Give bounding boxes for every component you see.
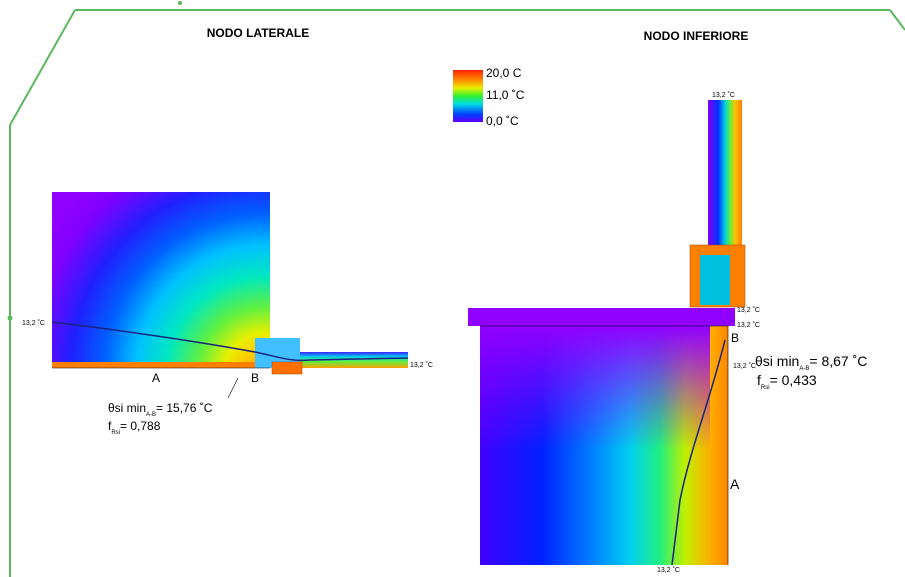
thermal-field [480,326,710,450]
f-sub: Rsi [111,430,120,436]
f-label: fRsi= 0,433 [757,372,817,391]
temperature-label: 13,2 ˚C [737,306,760,314]
temperature-label: 13,2 ˚C [657,566,680,574]
temperature-label: 13,2 ˚C [737,321,760,329]
legend-bar [453,70,483,122]
window-frame [700,255,730,305]
legend-label: 20,0 C [486,66,522,80]
window-frame [272,362,302,374]
f-sub: Rsi [761,385,770,391]
temperature-label: 13,2 ˚C [733,362,756,370]
point-label: B [251,371,259,385]
theta-value: = 15,76 ˚C [156,401,213,415]
thermal-field [52,362,270,368]
f-value: = 0,788 [120,419,161,433]
legend-label: 0,0 ˚C [486,114,519,128]
frame-dot [8,316,13,321]
theta-label: θsi minA-B= 8,67 ˚C [755,353,867,372]
slab [468,308,735,326]
f-value: = 0,433 [770,372,817,388]
thermal-field [52,192,270,368]
theta-label: θsi minA-B= 15,76 ˚C [108,401,213,418]
node-title: NODO INFERIORE [644,29,749,43]
point-label: B [731,331,739,345]
theta-text: θsi min [755,353,799,369]
node-title: NODO LATERALE [207,26,309,40]
frame-dot [178,1,182,5]
point-label: A [152,371,160,385]
theta-value: = 8,67 ˚C [809,353,867,369]
leader [228,378,238,398]
theta-sub: A-B [146,412,156,418]
temperature-label: 13,2 ˚C [410,361,433,369]
point-label: A [730,476,740,492]
legend-label: 11,0 ˚C [486,88,525,102]
theta-text: θsi min [108,401,146,415]
frame-line [890,10,905,30]
page: NODO LATERALE NODO INFERIORE 20,0 C 11,0… [0,0,905,577]
temperature-label: 13,2 ˚C [22,319,45,327]
temperature-label: 13,2 ˚C [712,91,735,99]
f-label: fRsi= 0,788 [108,419,161,436]
